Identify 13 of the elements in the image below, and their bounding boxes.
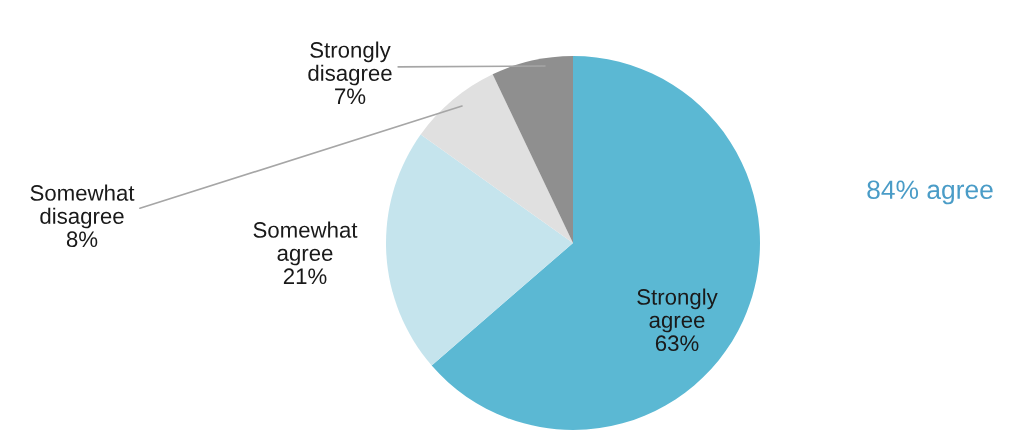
data-label: 21% [283, 268, 327, 285]
pie-slice [420, 74, 573, 243]
slice-label: Somewhat disagree [30, 184, 135, 229]
text: 84% agree [867, 180, 993, 205]
data-label: 63% [655, 335, 699, 352]
slice-label: Somewhat agree [253, 221, 358, 266]
data-label: 7% [335, 88, 366, 105]
pie-slice [431, 56, 760, 430]
slice-label: Strongly disagree [308, 41, 392, 86]
slice-label: Strongly agree [637, 288, 718, 333]
pie-slice [492, 56, 573, 243]
pie-slice [386, 134, 573, 366]
data-label: 8% [66, 231, 98, 248]
